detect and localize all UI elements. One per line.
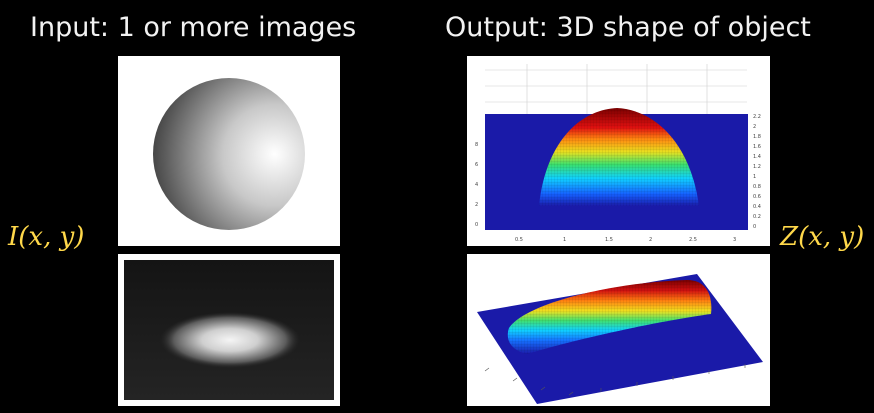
capsule-render	[124, 260, 334, 400]
y-tick-label: 6	[475, 162, 478, 168]
z-tick-label: 2	[753, 124, 756, 130]
x-tick-label: 0.5	[515, 237, 523, 243]
y-tick-label: 4	[475, 182, 478, 188]
dome-x-axis: 0.5 1 1.5 2 2.5 3	[515, 237, 736, 243]
ridge-mesh	[507, 280, 712, 354]
dome-back-grid	[485, 64, 747, 114]
output-variable-label: Z(x, y)	[780, 222, 865, 252]
z-tick-label: 1	[753, 174, 756, 180]
z-tick-label: 1.8	[753, 134, 761, 140]
input-image-sphere	[118, 56, 340, 246]
output-dome-surface-plot: 0.5 1 1.5 2 2.5 3 0 2 4 6 8 0 0.2 0.4 0.…	[467, 56, 770, 246]
z-tick-label: 0.8	[753, 184, 761, 190]
sphere-render	[153, 78, 305, 230]
z-tick-label: 2.2	[753, 114, 761, 120]
y-tick-label: 8	[475, 142, 478, 148]
x-tick-label: 1.5	[605, 237, 613, 243]
dome-z-axis: 0 0.2 0.4 0.6 0.8 1 1.2 1.4 1.6 1.8 2 2.…	[753, 114, 761, 230]
z-tick-label: 0	[753, 224, 756, 230]
z-tick-label: 1.6	[753, 144, 761, 150]
z-tick-label: 0.4	[753, 204, 761, 210]
input-image-capsule	[118, 254, 340, 406]
capsule-shape	[160, 312, 300, 368]
z-tick-label: 1.2	[753, 164, 761, 170]
y-tick-label: 0	[475, 222, 478, 228]
input-heading: Input: 1 or more images	[30, 12, 357, 43]
x-tick-label: 2	[649, 237, 652, 243]
dome-y-axis: 0 2 4 6 8	[475, 142, 478, 228]
x-tick-label: 2.5	[689, 237, 697, 243]
ridge-plot-svg	[477, 274, 763, 404]
output-ridge-surface-plot	[467, 254, 770, 406]
x-tick-label: 3	[733, 237, 736, 243]
z-tick-label: 0.2	[753, 214, 761, 220]
x-tick-label: 1	[563, 237, 566, 243]
z-tick-label: 1.4	[753, 154, 761, 160]
input-variable-label: I(x, y)	[8, 222, 85, 252]
dome-plot-svg: 0.5 1 1.5 2 2.5 3 0 2 4 6 8 0 0.2 0.4 0.…	[475, 64, 761, 243]
ridge-axis-ticks	[484, 364, 746, 396]
y-tick-label: 2	[475, 202, 478, 208]
dome-mesh	[539, 108, 699, 206]
z-tick-label: 0.6	[753, 194, 761, 200]
sphere-shape	[153, 78, 305, 230]
output-heading: Output: 3D shape of object	[445, 12, 811, 43]
